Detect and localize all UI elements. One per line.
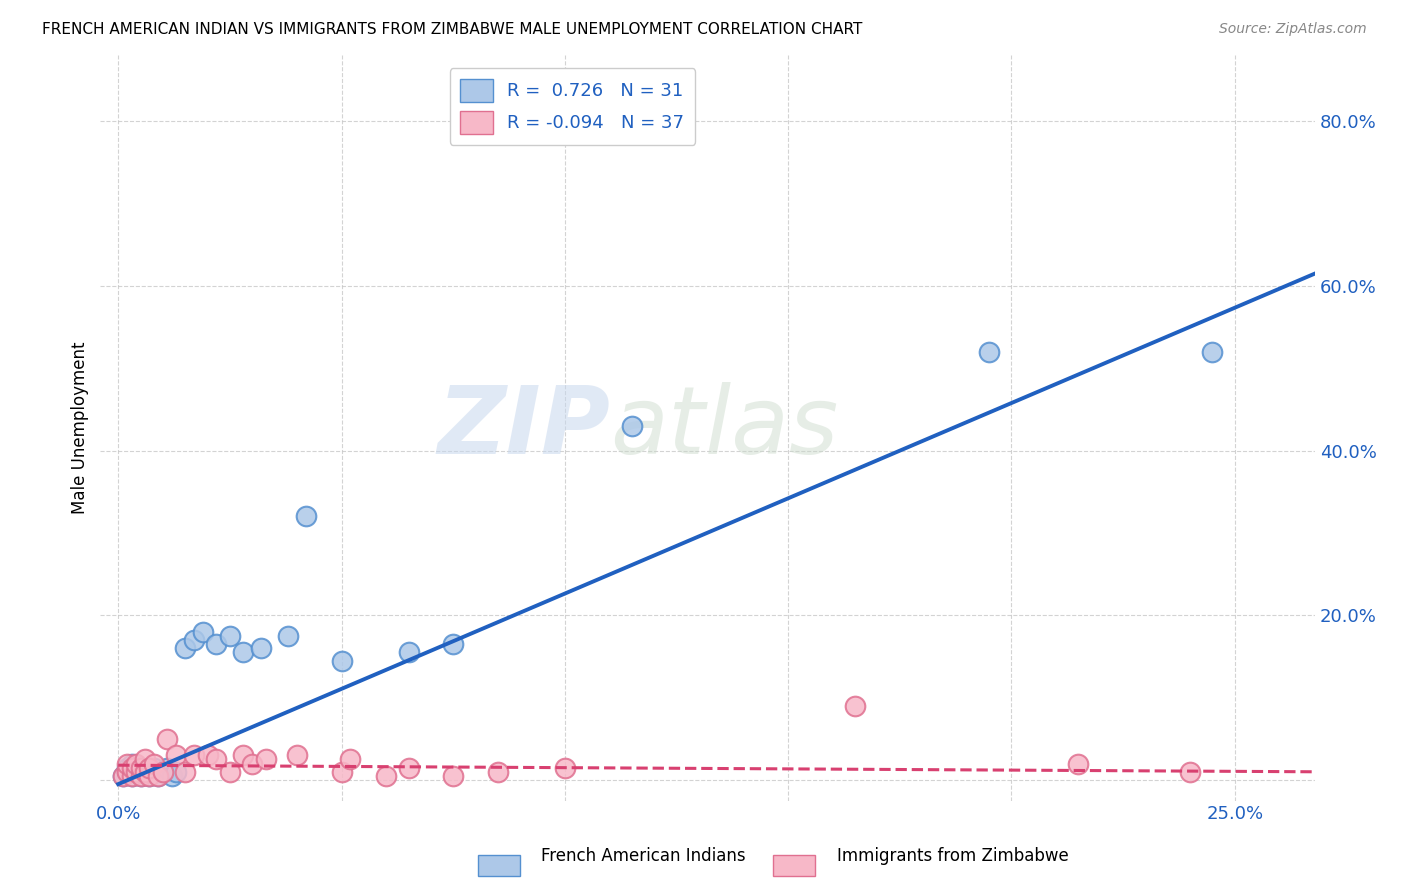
Point: [165, 764, 187, 779]
Point: [174, 641, 197, 656]
Point: [121, 769, 143, 783]
Point: [165, 748, 187, 763]
Point: [330, 654, 353, 668]
Point: [218, 629, 240, 643]
Point: [115, 764, 138, 779]
Point: [197, 748, 219, 763]
Point: [115, 764, 138, 779]
Point: [121, 769, 143, 783]
Point: [134, 764, 156, 779]
Point: [398, 761, 420, 775]
Point: [294, 509, 316, 524]
Point: [285, 748, 308, 763]
Text: ZIP: ZIP: [437, 382, 610, 474]
Point: [330, 764, 353, 779]
Point: [125, 756, 148, 771]
Point: [134, 752, 156, 766]
Point: [486, 764, 509, 779]
Point: [152, 764, 174, 779]
Point: [111, 769, 134, 783]
Point: [250, 641, 273, 656]
Point: [129, 761, 152, 775]
Point: [277, 629, 299, 643]
Point: [125, 764, 148, 779]
Point: [398, 645, 420, 659]
Point: [844, 698, 866, 713]
Text: French American Indians: French American Indians: [541, 847, 747, 865]
Point: [125, 764, 148, 779]
Point: [183, 632, 205, 647]
Point: [111, 769, 134, 783]
Point: [232, 748, 254, 763]
Point: [138, 769, 160, 783]
Point: [121, 761, 143, 775]
Point: [191, 624, 214, 639]
Point: [254, 752, 277, 766]
Text: FRENCH AMERICAN INDIAN VS IMMIGRANTS FROM ZIMBABWE MALE UNEMPLOYMENT CORRELATION: FRENCH AMERICAN INDIAN VS IMMIGRANTS FRO…: [42, 22, 862, 37]
Point: [115, 761, 138, 775]
Point: [156, 761, 179, 775]
Point: [134, 764, 156, 779]
Point: [156, 731, 179, 746]
Point: [121, 756, 143, 771]
Point: [142, 756, 165, 771]
Text: Source: ZipAtlas.com: Source: ZipAtlas.com: [1219, 22, 1367, 37]
Y-axis label: Male Unemployment: Male Unemployment: [72, 342, 89, 514]
Point: [148, 769, 170, 783]
Point: [148, 769, 170, 783]
Point: [441, 769, 464, 783]
Point: [441, 637, 464, 651]
Point: [142, 761, 165, 775]
Point: [1067, 756, 1090, 771]
Point: [375, 769, 398, 783]
Point: [129, 761, 152, 775]
Point: [620, 418, 643, 433]
Point: [174, 764, 197, 779]
Point: [160, 769, 183, 783]
Point: [138, 761, 160, 775]
Legend: R =  0.726   N = 31, R = -0.094   N = 37: R = 0.726 N = 31, R = -0.094 N = 37: [450, 68, 695, 145]
Point: [339, 752, 361, 766]
Point: [205, 752, 228, 766]
Point: [554, 761, 576, 775]
Text: Immigrants from Zimbabwe: Immigrants from Zimbabwe: [837, 847, 1069, 865]
Text: atlas: atlas: [610, 383, 839, 474]
Point: [232, 645, 254, 659]
Point: [240, 756, 263, 771]
Point: [979, 344, 1001, 359]
Point: [205, 637, 228, 651]
Point: [138, 769, 160, 783]
Point: [1201, 344, 1223, 359]
Point: [129, 769, 152, 783]
Point: [152, 764, 174, 779]
Point: [218, 764, 240, 779]
Point: [115, 756, 138, 771]
Point: [183, 748, 205, 763]
Point: [1178, 764, 1201, 779]
Point: [129, 769, 152, 783]
